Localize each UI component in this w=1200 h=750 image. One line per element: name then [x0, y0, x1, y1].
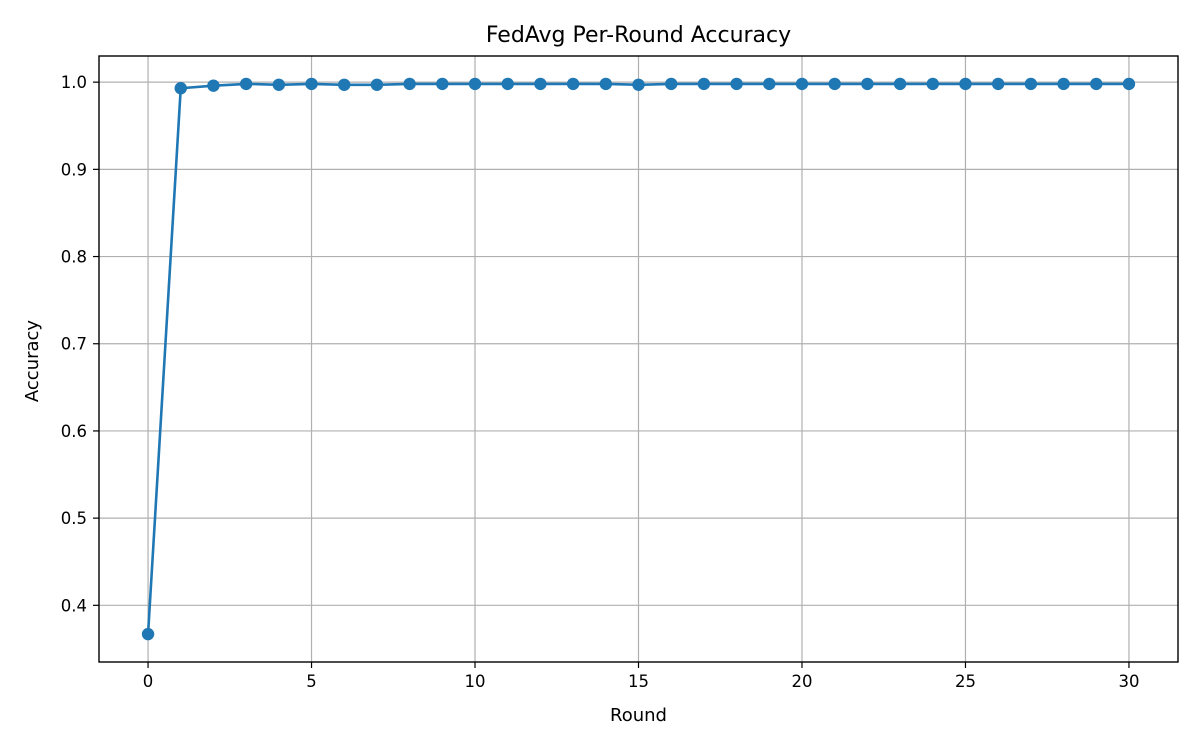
y-tick-label: 1.0: [61, 73, 87, 92]
x-tick-label: 0: [143, 672, 154, 691]
data-point: [664, 77, 678, 91]
y-tick-label: 0.7: [61, 335, 87, 354]
data-point: [632, 78, 645, 91]
data-point: [305, 77, 318, 91]
data-point: [991, 77, 1005, 91]
data-point: [239, 77, 253, 91]
x-axis-label: Round: [610, 705, 667, 726]
chart-title: FedAvg Per-Round Accuracy: [486, 23, 791, 48]
y-tick-label: 0.4: [61, 596, 87, 615]
y-axis-label: Accuracy: [22, 320, 43, 403]
data-point: [1057, 77, 1070, 91]
data-point: [1024, 77, 1038, 91]
data-point: [861, 77, 874, 91]
data-point: [534, 77, 547, 91]
y-tick-label: 0.9: [61, 160, 87, 179]
data-point: [403, 77, 416, 91]
data-point: [566, 77, 580, 91]
x-tick-label: 20: [791, 672, 812, 691]
x-tick-label: 5: [306, 672, 317, 691]
data-point: [959, 77, 972, 91]
data-point: [174, 82, 187, 95]
y-tick-label: 0.6: [61, 422, 87, 441]
axes: 0 5 10 15 20 25 30 0.4 0.5 0.6 0.7 0.8 0.9 1.0: [61, 55, 1179, 691]
data-point: [599, 77, 613, 91]
data-point: [893, 77, 907, 91]
x-tick-label: 30: [1118, 672, 1139, 691]
data-point: [141, 627, 155, 641]
data-point: [926, 77, 939, 91]
data-point: [436, 77, 449, 91]
data-point: [1090, 77, 1103, 91]
data-point: [828, 77, 841, 91]
series-accuracy: [141, 77, 1136, 641]
x-tick-label: 25: [955, 672, 976, 691]
data-point: [272, 78, 286, 91]
data-point: [795, 77, 809, 91]
data-point: [468, 77, 482, 91]
data-point: [501, 77, 514, 91]
x-tick-label: 15: [628, 672, 649, 691]
data-point: [338, 78, 351, 91]
data-point: [207, 79, 220, 92]
y-tick-label: 0.5: [61, 509, 87, 528]
x-tick-label: 10: [465, 672, 486, 691]
data-point: [697, 77, 711, 91]
data-point: [730, 77, 743, 91]
data-point: [763, 77, 776, 91]
data-point: [370, 78, 384, 91]
y-tick-label: 0.8: [61, 248, 87, 267]
data-point: [1122, 77, 1136, 91]
